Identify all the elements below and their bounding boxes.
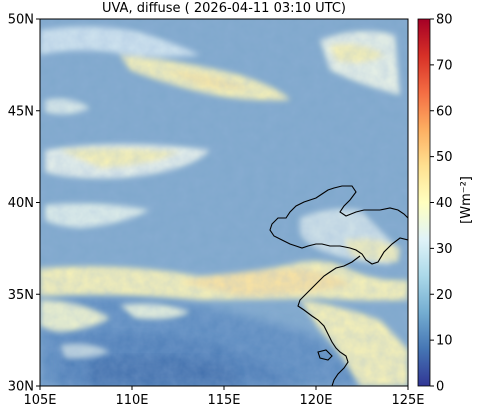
y-axis: 30N 35N 40N 45N 50N: [8, 13, 40, 395]
coastline-shandong: [297, 255, 361, 386]
colorbar: 0 10 20 30 40 50 60 70 80 [Wm⁻²]: [417, 13, 474, 395]
field-texture: [40, 19, 408, 386]
coastline: [269, 185, 408, 386]
y-tick-label: 35N: [8, 288, 34, 303]
colorbar-tick-label: 60: [436, 104, 453, 119]
colorbar-tick-label: 0: [436, 380, 444, 395]
coastline-small: [317, 349, 333, 361]
x-tick-label: 105E: [23, 393, 56, 408]
y-tick-label: 40N: [8, 196, 34, 211]
colorbar-tick-label: 40: [436, 196, 453, 211]
colorbar-tick-label: 50: [436, 150, 453, 165]
colorbar-tick-label: 20: [436, 288, 453, 303]
colorbar-tick-label: 80: [436, 13, 453, 28]
coastline-liaodong: [269, 185, 408, 265]
colorbar-tick-label: 10: [436, 334, 453, 349]
y-tick-label: 45N: [8, 104, 34, 119]
x-tick-label: 125E: [391, 393, 424, 408]
x-tick-label: 120E: [299, 393, 332, 408]
colorbar-ticks: 0 10 20 30 40 50 60 70 80: [430, 13, 453, 395]
colorbar-label: [Wm⁻²]: [459, 176, 474, 224]
colorbar-gradient: [417, 18, 431, 387]
y-tick-label: 50N: [8, 13, 34, 28]
y-tick-label: 30N: [8, 380, 34, 395]
x-axis: 105E 110E 115E 120E 125E: [23, 386, 425, 408]
colorbar-tick-label: 70: [436, 58, 453, 73]
diffuse-uva-field: [40, 19, 408, 386]
colorbar-tick-label: 30: [436, 242, 453, 257]
x-tick-label: 115E: [207, 393, 240, 408]
x-tick-label: 110E: [115, 393, 148, 408]
map-title: UVA, diffuse ( 2026-04-11 03:10 UTC): [101, 1, 347, 16]
